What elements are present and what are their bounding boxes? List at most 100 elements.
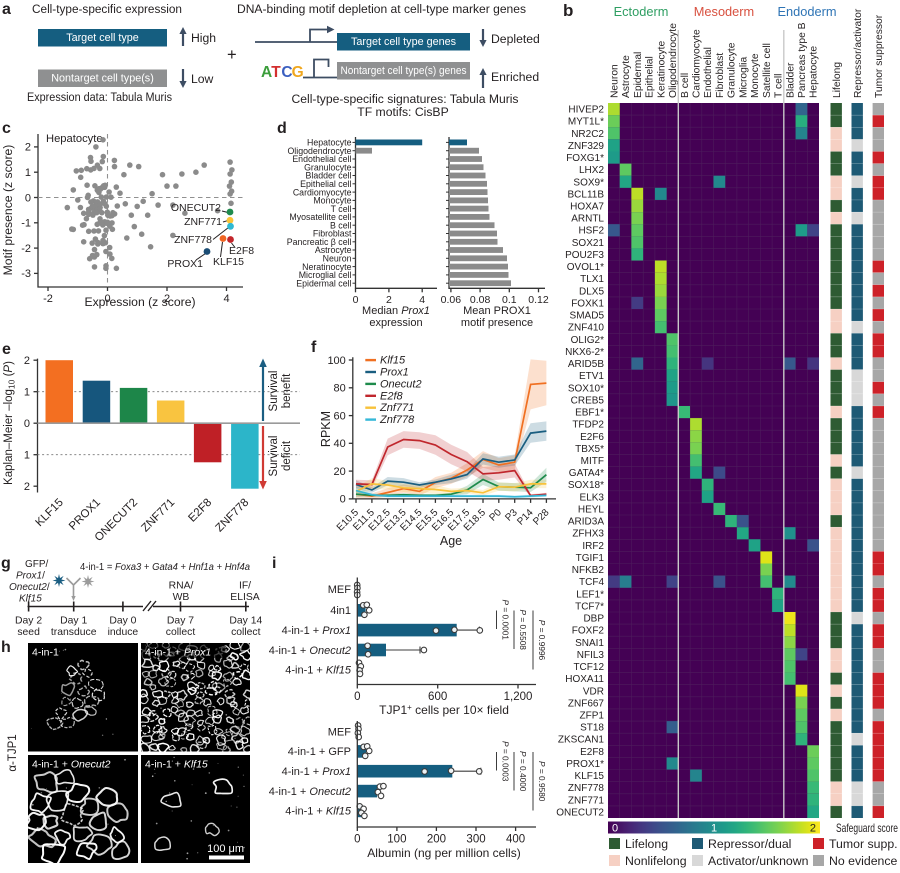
svg-text:P = 0.0003: P = 0.0003: [501, 741, 511, 782]
svg-text:transduce: transduce: [51, 627, 97, 638]
svg-text:E2F8: E2F8: [229, 245, 254, 257]
svg-text:1: 1: [24, 387, 30, 399]
svg-text:P = 0.0001: P = 0.0001: [501, 600, 511, 641]
svg-text:Age: Age: [440, 534, 462, 548]
svg-text:Day 1: Day 1: [60, 616, 87, 627]
svg-text:Fibroblast: Fibroblast: [313, 229, 352, 239]
svg-text:SNAI1: SNAI1: [575, 638, 604, 649]
svg-text:Prox1: Prox1: [380, 367, 409, 379]
svg-text:induce: induce: [108, 627, 139, 638]
svg-text:Target cell type genes: Target cell type genes: [351, 36, 457, 48]
svg-text:Fibroblast: Fibroblast: [715, 53, 726, 98]
svg-text:Oligodendrocyte: Oligodendrocyte: [668, 23, 679, 98]
svg-text:Survival: Survival: [268, 371, 280, 412]
svg-text:NFKB2: NFKB2: [572, 565, 605, 576]
svg-text:4-in-1 + Prox1: 4-in-1 + Prox1: [282, 625, 351, 637]
svg-text:VDR: VDR: [583, 686, 604, 697]
svg-text:Pancreas type B: Pancreas type B: [797, 22, 808, 98]
svg-text:Nonlifelong: Nonlifelong: [625, 854, 687, 868]
svg-text:FOXF2: FOXF2: [572, 626, 605, 637]
svg-text:collect: collect: [231, 627, 261, 638]
svg-text:NFIL3: NFIL3: [577, 650, 605, 661]
svg-text:Activator/unknown: Activator/unknown: [708, 854, 809, 868]
svg-text:Bladder: Bladder: [785, 62, 796, 98]
svg-text:2: 2: [164, 293, 170, 305]
svg-text:Onecut2/: Onecut2/: [9, 582, 50, 593]
svg-text:Nontarget cell type(s) genes: Nontarget cell type(s) genes: [341, 65, 468, 77]
svg-text:HOXA7: HOXA7: [570, 202, 604, 213]
svg-text:80: 80: [334, 383, 346, 395]
svg-text:Low: Low: [191, 72, 214, 86]
svg-text:seed: seed: [17, 627, 40, 638]
svg-text:P = 0.5508: P = 0.5508: [518, 610, 528, 651]
svg-text:ZNF771: ZNF771: [184, 216, 222, 228]
svg-text:P = 0.4000: P = 0.4000: [518, 751, 528, 792]
svg-text:HSF2: HSF2: [578, 226, 604, 237]
svg-text:Kaplan–Meier –log10 (P): Kaplan–Meier –log10 (P): [3, 361, 17, 485]
svg-text:P = 0.9580: P = 0.9580: [537, 761, 547, 802]
svg-text:4-in-1 + GFP: 4-in-1 + GFP: [288, 746, 351, 758]
svg-text:i: i: [272, 555, 276, 572]
svg-text:e: e: [2, 341, 11, 358]
svg-text:A: A: [261, 64, 272, 81]
svg-text:LEF1*: LEF1*: [576, 589, 604, 600]
svg-text:Klf15: Klf15: [380, 355, 406, 367]
svg-text:+: +: [227, 46, 237, 64]
svg-text:ARID3A: ARID3A: [568, 517, 604, 528]
svg-text:Epithelial cell: Epithelial cell: [300, 179, 351, 189]
svg-text:TF motifs: CisBP: TF motifs: CisBP: [357, 105, 448, 119]
svg-text:OLIG2*: OLIG2*: [571, 335, 604, 346]
svg-text:Median Prox1: Median Prox1: [362, 305, 430, 317]
svg-text:Astrocyte: Astrocyte: [315, 245, 352, 255]
svg-text:Day 7: Day 7: [167, 616, 194, 627]
svg-text:4: 4: [223, 293, 229, 305]
svg-text:4-in-1: 4-in-1: [32, 647, 59, 659]
svg-text:2: 2: [386, 294, 392, 306]
svg-text:TGIF1: TGIF1: [576, 553, 605, 564]
svg-text:Nontarget cell type(s): Nontarget cell type(s): [51, 73, 154, 85]
svg-text:Day 0: Day 0: [109, 616, 136, 627]
svg-text:HIVEP2: HIVEP2: [568, 105, 604, 116]
svg-text:Day 2: Day 2: [15, 616, 42, 627]
svg-text:Monocyte: Monocyte: [313, 196, 351, 206]
svg-text:ZNF329: ZNF329: [568, 141, 605, 152]
svg-text:Astrocyte: Astrocyte: [621, 55, 632, 98]
svg-text:Neratinocyte: Neratinocyte: [302, 262, 351, 272]
svg-text:Endothelial cell: Endothelial cell: [292, 154, 351, 164]
svg-text:TFDP2: TFDP2: [572, 420, 604, 431]
svg-text:LHX2: LHX2: [579, 165, 604, 176]
svg-text:RNA/: RNA/: [169, 581, 194, 592]
svg-text:Microglial cell: Microglial cell: [299, 270, 352, 280]
svg-text:T cell: T cell: [331, 204, 352, 214]
svg-text:1: 1: [25, 167, 31, 179]
svg-text:Microglia: Microglia: [738, 57, 749, 98]
svg-text:Monocyte: Monocyte: [750, 53, 761, 98]
svg-text:ZFP1: ZFP1: [580, 710, 605, 721]
svg-text:Neuron: Neuron: [610, 64, 621, 98]
svg-text:benefit: benefit: [281, 373, 293, 408]
svg-text:0: 0: [25, 192, 31, 204]
svg-text:c: c: [2, 120, 11, 137]
svg-text:Day 14: Day 14: [229, 616, 262, 627]
svg-text:ZNF410: ZNF410: [568, 323, 605, 334]
svg-text:Lifelong: Lifelong: [832, 62, 843, 98]
svg-text:deficit: deficit: [281, 440, 293, 471]
svg-text:Klf15: Klf15: [19, 594, 42, 605]
svg-text:TJP1+ cells per 10× field: TJP1+ cells per 10× field: [379, 703, 509, 717]
svg-text:SOX10*: SOX10*: [568, 383, 604, 394]
svg-text:0: 0: [354, 691, 360, 703]
svg-text:100: 100: [327, 355, 345, 367]
svg-text:4-in-1 + Prox1: 4-in-1 + Prox1: [145, 647, 211, 659]
svg-text:0.12: 0.12: [528, 294, 549, 306]
svg-text:IF/: IF/: [239, 581, 251, 592]
svg-text:2: 2: [24, 355, 30, 367]
svg-text:Hepatocyte: Hepatocyte: [46, 133, 103, 145]
svg-text:TCF12: TCF12: [573, 662, 604, 673]
svg-text:2: 2: [810, 823, 816, 835]
svg-text:T cell: T cell: [774, 74, 785, 98]
svg-text:60: 60: [334, 410, 346, 422]
svg-text:b: b: [563, 1, 573, 20]
svg-text:2: 2: [25, 142, 31, 154]
svg-text:WB: WB: [173, 592, 190, 603]
svg-text:Granulocyte: Granulocyte: [727, 42, 738, 98]
